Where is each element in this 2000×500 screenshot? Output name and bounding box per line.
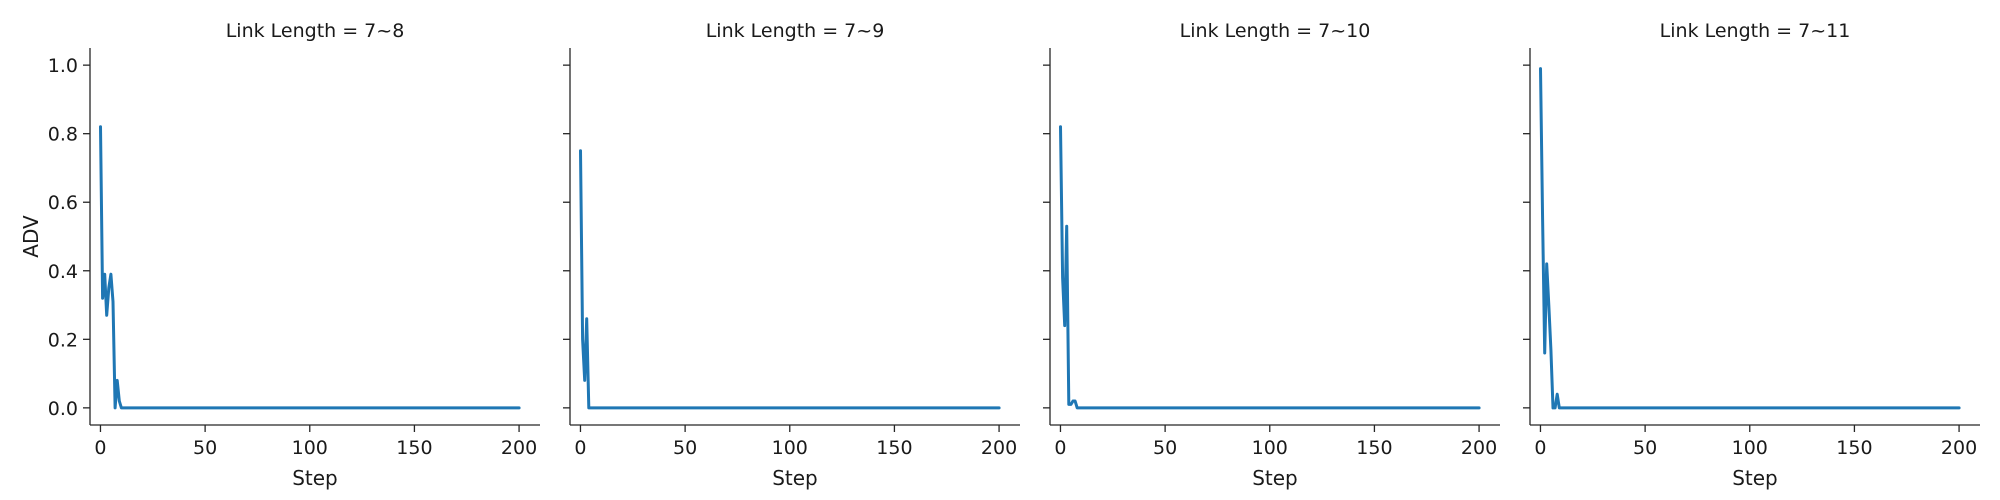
panel-title: Link Length = 7~8 xyxy=(226,20,405,42)
x-axis-label: Step xyxy=(1252,466,1298,490)
panel-4: 0 50 100 150 200 Link Length = 7~11 Step xyxy=(1523,20,1980,490)
x-tick-label: 150 xyxy=(1356,437,1392,459)
y-tick-label: 0.8 xyxy=(48,124,78,146)
x-tick-label: 0 xyxy=(1054,437,1066,459)
x-tick-label: 100 xyxy=(1252,437,1288,459)
y-tick-label: 0.6 xyxy=(48,192,78,214)
x-tick-label: 100 xyxy=(772,437,808,459)
x-tick-label: 150 xyxy=(396,437,432,459)
x-tick-label: 200 xyxy=(501,437,537,459)
x-tick-label: 0 xyxy=(94,437,106,459)
panel-1: 0 50 100 150 200 0.0 0.2 0.4 0.6 0.8 1.0 Link Lengt… xyxy=(19,20,540,490)
x-tick-label: 0 xyxy=(574,437,586,459)
series-line xyxy=(1059,125,1481,410)
x-tick-label: 200 xyxy=(981,437,1017,459)
x-axis-label: Step xyxy=(772,466,818,490)
x-tick-label: 100 xyxy=(1732,437,1768,459)
series-line xyxy=(579,149,1001,410)
y-tick-label: 0.0 xyxy=(48,398,78,420)
x-tick-label: 150 xyxy=(876,437,912,459)
y-tick-label: 0.4 xyxy=(48,261,78,283)
panel-title: Link Length = 7~9 xyxy=(706,20,885,42)
x-tick-label: 200 xyxy=(1941,437,1977,459)
panel-title: Link Length = 7~10 xyxy=(1180,20,1371,42)
y-tick-label: 0.2 xyxy=(48,329,78,351)
x-axis-label: Step xyxy=(292,466,338,490)
x-tick-label: 50 xyxy=(1153,437,1177,459)
series-line xyxy=(99,125,521,410)
x-tick-label: 200 xyxy=(1461,437,1497,459)
series-line xyxy=(1539,67,1961,410)
panel-3: 0 50 100 150 200 Link Length = 7~10 Step xyxy=(1043,20,1500,490)
x-tick-label: 50 xyxy=(673,437,697,459)
x-tick-label: 100 xyxy=(292,437,328,459)
y-axis-label: ADV xyxy=(19,215,43,258)
x-axis-label: Step xyxy=(1732,466,1778,490)
x-tick-label: 50 xyxy=(1633,437,1657,459)
x-tick-label: 150 xyxy=(1836,437,1872,459)
panel-2: 0 50 100 150 200 Link Length = 7~9 Step xyxy=(563,20,1020,490)
x-tick-label: 0 xyxy=(1534,437,1546,459)
panel-title: Link Length = 7~11 xyxy=(1660,20,1851,42)
x-tick-label: 50 xyxy=(193,437,217,459)
y-tick-label: 1.0 xyxy=(48,55,78,77)
